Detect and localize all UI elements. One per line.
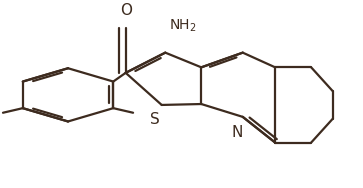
Text: O: O: [120, 3, 132, 18]
Text: N: N: [232, 125, 243, 140]
Text: S: S: [150, 112, 159, 127]
Text: NH$_2$: NH$_2$: [170, 18, 197, 34]
